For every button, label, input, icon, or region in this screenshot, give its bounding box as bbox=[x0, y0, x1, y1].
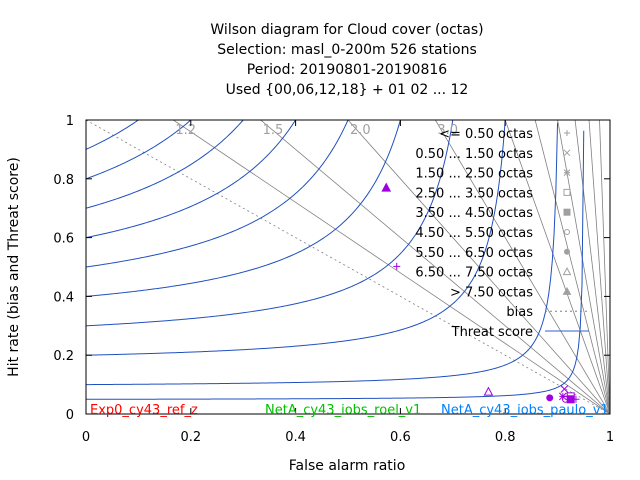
chart-title-line-2: Selection: masl_0-200m 526 stations bbox=[217, 42, 477, 58]
data-point-cross bbox=[560, 385, 569, 393]
x-tick-label: 0.2 bbox=[180, 430, 201, 445]
bias-line-unity bbox=[86, 120, 610, 414]
legend-entry: 3.50 ... 4.50 octas bbox=[415, 206, 571, 221]
y-axis-label: Hit rate (bias and Threat score) bbox=[6, 157, 22, 377]
chart-title-line-3: Period: 20190801-20190816 bbox=[247, 62, 447, 78]
legend-entry: <= 0.50 octas bbox=[439, 127, 570, 142]
threat-score-curve bbox=[86, 120, 244, 209]
experiment-labels: Exp0_cy43_ref_z NetA_cy43_iobs_roel_v1 Net… bbox=[90, 403, 609, 418]
legend-label: 6.50 ... 7.50 octas bbox=[415, 266, 533, 281]
threat-score-curve bbox=[86, 120, 454, 327]
x-tick-label: 0 bbox=[82, 430, 90, 445]
y-tick-label: 0 bbox=[66, 408, 74, 423]
marker-triangle-open bbox=[562, 267, 572, 276]
data-points bbox=[381, 182, 580, 404]
legend-label: 1.50 ... 2.50 octas bbox=[415, 167, 533, 182]
axes: 0 0.2 0.4 0.6 0.8 1 0 0.2 0.4 0.6 0.8 1 bbox=[53, 114, 614, 445]
legend-entry: bias bbox=[506, 305, 589, 320]
legend-label: Threat score bbox=[451, 325, 533, 340]
plot-frame bbox=[85, 119, 611, 415]
bias-line bbox=[557, 120, 610, 414]
marker-plus bbox=[564, 130, 570, 136]
legend-entry: Threat score bbox=[451, 325, 589, 340]
experiment-name: NetA_cy43_iobs_paulo_v1 bbox=[441, 403, 609, 418]
legend-label: 2.50 ... 3.50 octas bbox=[415, 186, 533, 201]
x-axis-label: False alarm ratio bbox=[289, 458, 406, 474]
legend: <= 0.50 octas 0.50 ... 1.50 octas 1.50 ...… bbox=[415, 127, 589, 340]
data-point-triangle-open bbox=[483, 386, 494, 396]
bias-line bbox=[574, 120, 610, 414]
legend-label: 3.50 ... 4.50 octas bbox=[415, 206, 533, 221]
threat-score-curve bbox=[86, 120, 349, 268]
x-tick-label: 0.4 bbox=[285, 430, 306, 445]
bias-line bbox=[173, 120, 610, 414]
bias-line bbox=[434, 120, 610, 414]
legend-entry: 4.50 ... 5.50 octas bbox=[415, 226, 570, 241]
legend-entry: 6.50 ... 7.50 octas bbox=[415, 266, 572, 281]
bias-labels: 1.2 1.5 2.0 3.0 bbox=[175, 123, 458, 138]
bias-line bbox=[588, 120, 610, 414]
legend-label: bias bbox=[506, 305, 533, 320]
bias-label: 2.0 bbox=[350, 123, 371, 138]
experiment-name: NetA_cy43_iobs_roel_v1 bbox=[265, 403, 421, 418]
bias-label: 1.2 bbox=[175, 123, 196, 138]
legend-entry: 1.50 ... 2.50 octas bbox=[415, 167, 571, 182]
experiment-name: Exp0_cy43_ref_z bbox=[90, 403, 198, 418]
y-tick-label: 0.8 bbox=[53, 173, 74, 188]
marker-triangle-filled bbox=[562, 286, 572, 295]
y-tick-label: 0.6 bbox=[53, 232, 74, 247]
data-point-triangle-filled bbox=[381, 182, 392, 192]
data-point-plus bbox=[572, 395, 580, 403]
legend-label: 5.50 ... 6.50 octas bbox=[415, 246, 533, 261]
data-point-plus bbox=[393, 262, 401, 270]
chart-title-line-4: Used {00,06,12,18} + 01 02 ... 12 bbox=[226, 82, 469, 98]
legend-entry: > 7.50 octas bbox=[450, 285, 572, 300]
chart-title-line-1: Wilson diagram for Cloud cover (octas) bbox=[210, 22, 483, 38]
data-point-circle-open bbox=[561, 395, 569, 403]
y-tick-label: 0.4 bbox=[53, 290, 74, 305]
marker-square-open bbox=[563, 188, 571, 196]
threat-score-curve bbox=[86, 122, 559, 386]
threat-score-curve bbox=[86, 120, 297, 239]
legend-label: <= 0.50 octas bbox=[439, 127, 533, 142]
threat-score-curve bbox=[86, 120, 192, 180]
marker-star bbox=[563, 169, 571, 176]
y-tick-label: 1 bbox=[66, 114, 74, 129]
threat-score-curve bbox=[86, 130, 585, 400]
x-tick-label: 0.6 bbox=[390, 430, 411, 445]
marker-square-filled bbox=[563, 208, 571, 216]
legend-entry: 2.50 ... 3.50 octas bbox=[415, 186, 571, 201]
bias-line bbox=[504, 120, 610, 414]
y-tick-label: 0.2 bbox=[53, 349, 74, 364]
threat-score-curve bbox=[86, 120, 401, 297]
legend-label: 0.50 ... 1.50 octas bbox=[415, 147, 533, 162]
legend-entry: 0.50 ... 1.50 octas bbox=[415, 147, 571, 162]
marker-cross bbox=[563, 149, 571, 157]
x-tick-label: 0.8 bbox=[495, 430, 516, 445]
bias-line bbox=[599, 120, 610, 414]
bias-label: 3.0 bbox=[437, 123, 458, 138]
threat-score-lines bbox=[86, 120, 585, 400]
legend-entry: 5.50 ... 6.50 octas bbox=[415, 246, 570, 261]
marker-circle-filled bbox=[564, 248, 570, 255]
legend-label: 4.50 ... 5.50 octas bbox=[415, 226, 533, 241]
marker-circle-open bbox=[564, 229, 570, 235]
threat-score-curve bbox=[86, 120, 140, 150]
threat-score-curve bbox=[86, 120, 506, 356]
bias-label: 1.5 bbox=[263, 123, 284, 138]
data-point-star bbox=[558, 392, 567, 401]
data-point-circle-filled bbox=[546, 394, 554, 402]
legend-label: > 7.50 octas bbox=[450, 285, 533, 300]
x-tick-label: 1 bbox=[606, 430, 614, 445]
bias-line bbox=[534, 120, 610, 414]
